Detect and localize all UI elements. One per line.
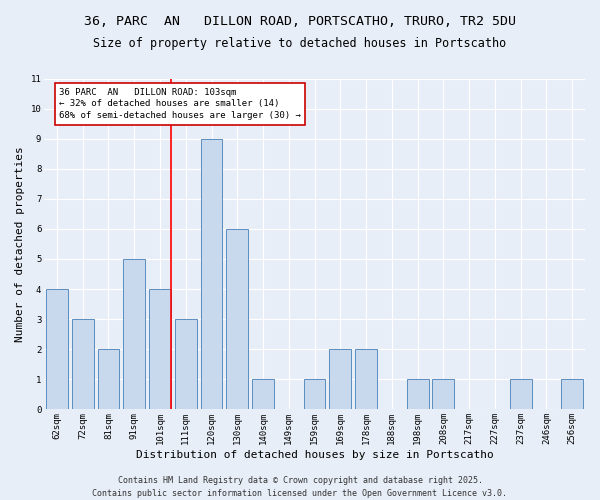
- Bar: [226, 229, 248, 410]
- Bar: [200, 138, 223, 409]
- Bar: [407, 380, 428, 410]
- Bar: [509, 380, 532, 410]
- Y-axis label: Number of detached properties: Number of detached properties: [15, 146, 25, 342]
- Bar: [433, 380, 454, 410]
- Bar: [252, 380, 274, 410]
- Text: 36, PARC  AN   DILLON ROAD, PORTSCATHO, TRURO, TR2 5DU: 36, PARC AN DILLON ROAD, PORTSCATHO, TRU…: [84, 15, 516, 28]
- Bar: [304, 380, 325, 410]
- Text: 36 PARC  AN   DILLON ROAD: 103sqm
← 32% of detached houses are smaller (14)
68% : 36 PARC AN DILLON ROAD: 103sqm ← 32% of …: [59, 88, 301, 120]
- X-axis label: Distribution of detached houses by size in Portscatho: Distribution of detached houses by size …: [136, 450, 493, 460]
- Bar: [175, 319, 197, 410]
- Text: Contains HM Land Registry data © Crown copyright and database right 2025.
Contai: Contains HM Land Registry data © Crown c…: [92, 476, 508, 498]
- Bar: [355, 349, 377, 410]
- Bar: [123, 259, 145, 410]
- Bar: [149, 289, 171, 410]
- Bar: [329, 349, 351, 410]
- Bar: [46, 289, 68, 410]
- Bar: [561, 380, 583, 410]
- Bar: [72, 319, 94, 410]
- Text: Size of property relative to detached houses in Portscatho: Size of property relative to detached ho…: [94, 38, 506, 51]
- Bar: [98, 349, 119, 410]
